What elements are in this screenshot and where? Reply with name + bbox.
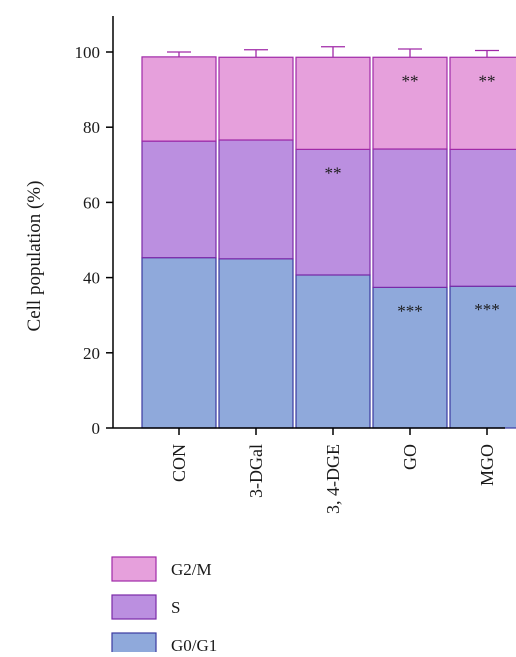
y-tick-label: 100 xyxy=(75,43,101,62)
bar-segment xyxy=(218,139,294,260)
x-tick-label: 3, 4-DGE xyxy=(323,444,343,514)
bar-segment xyxy=(295,148,371,276)
bar-segment xyxy=(141,257,217,429)
y-tick-label: 0 xyxy=(92,419,101,438)
significance-label: ** xyxy=(402,71,419,90)
bar-segment xyxy=(372,56,448,150)
legend: G2/M S G0/G1 xyxy=(111,556,217,657)
bar-segment xyxy=(449,56,516,150)
significance-label: *** xyxy=(397,301,423,320)
legend-swatch xyxy=(111,594,157,620)
bar-segment xyxy=(372,148,448,288)
legend-label: S xyxy=(171,598,180,617)
bar-segment xyxy=(295,56,371,150)
y-tick-label: 60 xyxy=(83,193,100,212)
legend-label: G2/M xyxy=(171,560,212,579)
x-axis: CON 3-DGal 3, 4-DGE GO MGO xyxy=(113,427,505,514)
bar-segment xyxy=(218,56,294,141)
y-tick-label: 80 xyxy=(83,118,100,137)
y-tick-label: 20 xyxy=(83,344,100,363)
significance-label: *** xyxy=(474,300,500,319)
y-axis-label: Cell population (%) xyxy=(24,181,45,332)
significance-label: ** xyxy=(479,71,496,90)
bar-segment xyxy=(141,56,217,142)
bar-segment xyxy=(449,148,516,287)
x-tick-label: 3-DGal xyxy=(246,444,266,498)
x-tick-label: GO xyxy=(400,444,420,470)
legend-swatch xyxy=(111,556,157,582)
x-tick-label: CON xyxy=(169,444,189,482)
bars: ************ xyxy=(141,46,516,429)
bar-segment xyxy=(218,258,294,429)
bar-segment xyxy=(295,274,371,429)
significance-label: ** xyxy=(325,163,342,182)
y-axis: 0 20 40 60 80 100 xyxy=(75,16,114,438)
bar-segment xyxy=(141,140,217,259)
x-tick-label: MGO xyxy=(477,444,497,486)
legend-swatch xyxy=(111,632,157,657)
y-tick-label: 40 xyxy=(83,269,100,288)
legend-label: G0/G1 xyxy=(171,636,217,652)
